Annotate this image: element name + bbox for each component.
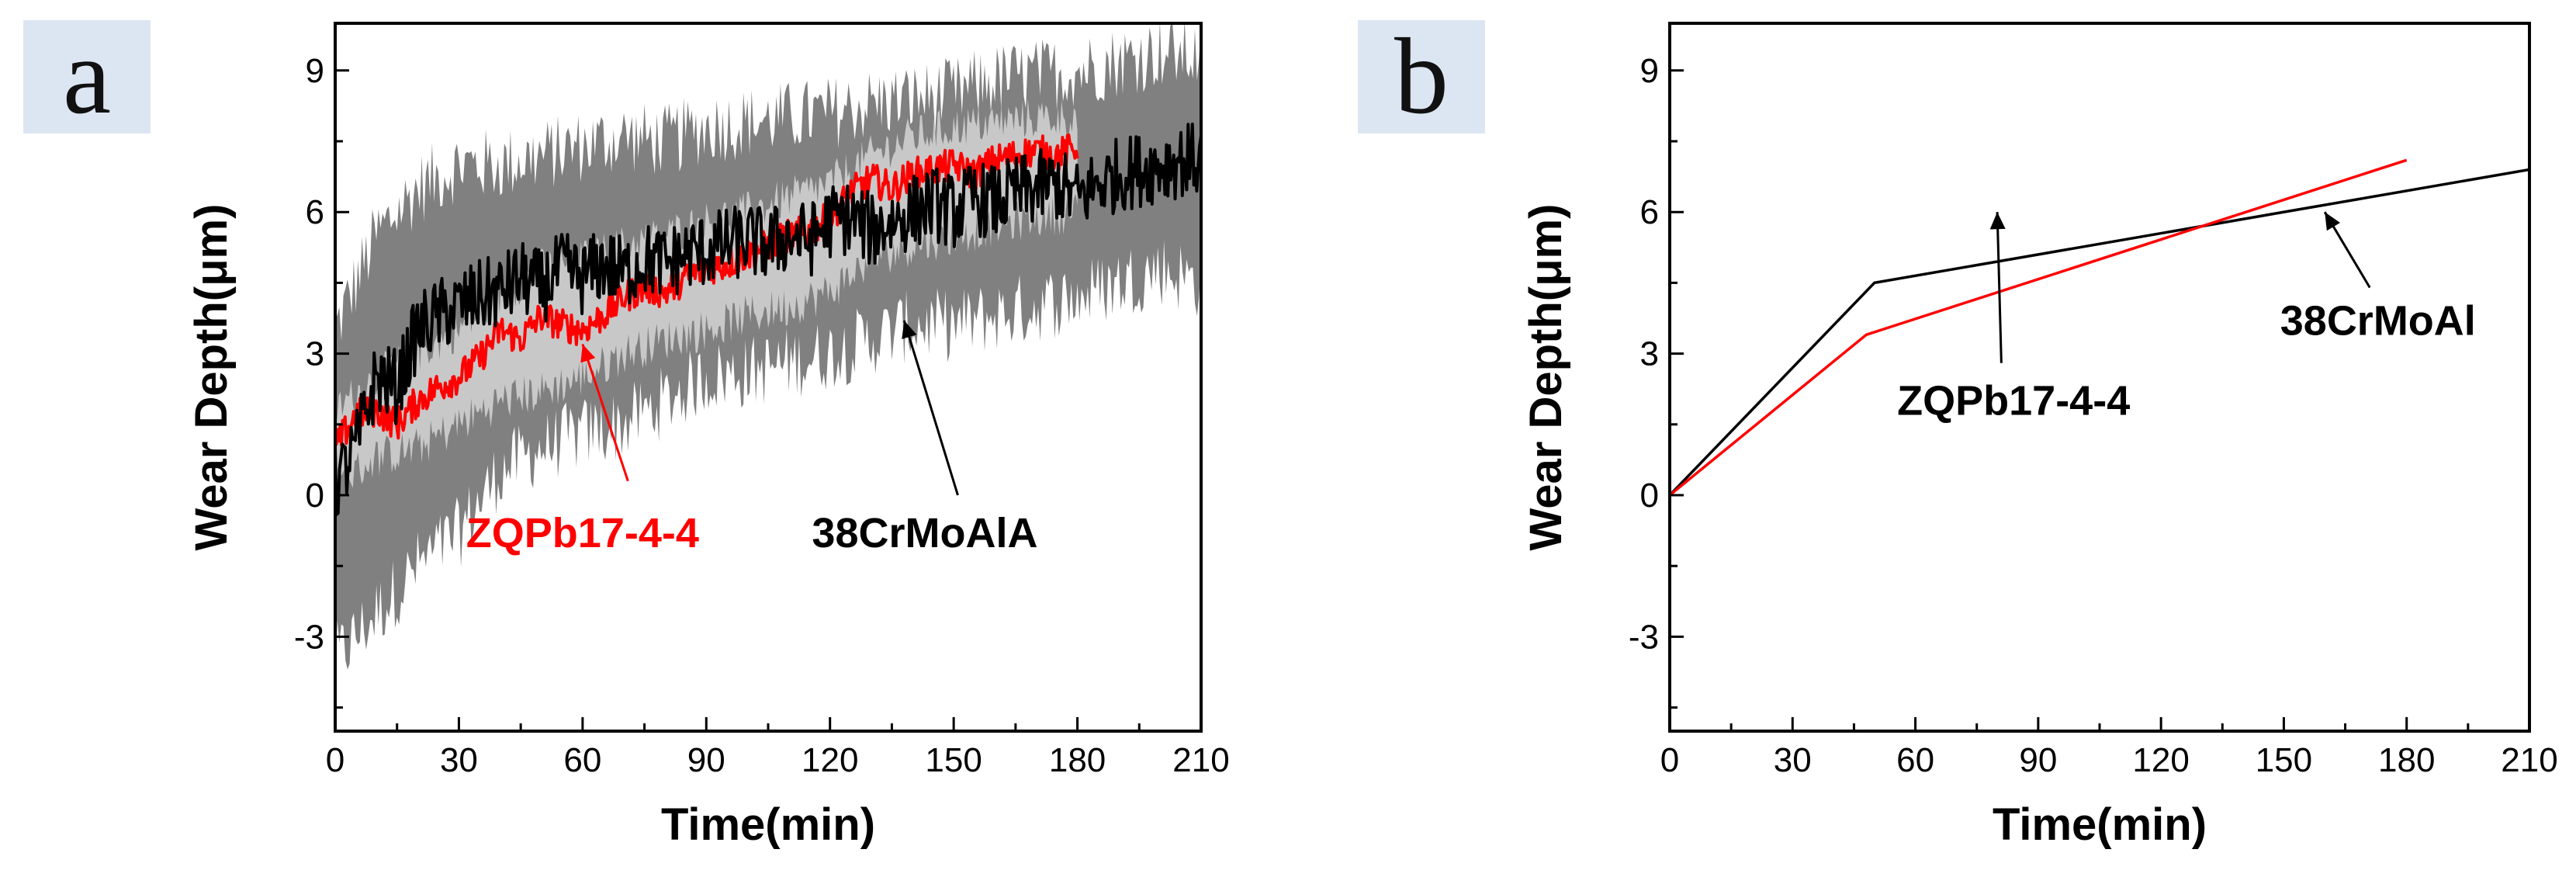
x-tick-label: 0 [326, 741, 345, 779]
series-line-zqpb17-4-4 [335, 133, 1079, 447]
series-line-zqpb17-4-4 [1670, 158, 2408, 497]
y-tick-label: 0 [1640, 477, 1659, 515]
panel-label-box-a [23, 20, 151, 133]
y-axis-title: Wear Depth(μm) [1521, 204, 1571, 551]
annotation-label: ZQPb17-4-4 [466, 510, 699, 556]
x-tick-label: 60 [1896, 741, 1934, 779]
annotation-arrowhead [902, 321, 917, 340]
x-tick-label: 0 [1660, 741, 1679, 779]
y-tick-label: 6 [1640, 193, 1659, 231]
x-tick-label: 30 [1774, 741, 1812, 779]
x-tick-label: 90 [2019, 741, 2057, 779]
annotation-arrow [902, 320, 959, 496]
y-tick-label: -3 [1629, 618, 1659, 656]
x-tick-label: 180 [1049, 741, 1106, 779]
y-axis-title: Wear Depth(μm) [186, 204, 237, 551]
annotation-label: 38CrMoAlA [812, 510, 1037, 556]
y-tick-label: 9 [306, 52, 324, 90]
x-tick-label: 210 [1172, 741, 1229, 779]
annotation-arrowhead [2325, 212, 2341, 231]
panel-a: a 0 30 60 90 120 150 180 210 -3 0 3 6 9 Time(min) Wear… [23, 16, 1230, 850]
panel-label-a: a [63, 16, 111, 137]
x-tick-label: 90 [687, 741, 725, 779]
x-axis-title: Time(min) [661, 799, 875, 850]
annotation-label: ZQPb17-4-4 [1897, 378, 2130, 425]
x-tick-label: 120 [2132, 741, 2189, 779]
panel-label-box-b [1358, 20, 1485, 133]
x-tick-label: 210 [2501, 741, 2557, 779]
x-tick-label: 180 [2378, 741, 2435, 779]
y-tick-label: 3 [306, 335, 324, 373]
x-tick-label: 120 [802, 741, 858, 779]
y-tick-label: -3 [294, 618, 324, 656]
y-tick-label: 3 [1640, 335, 1659, 373]
plot-area-b: 0 30 60 90 120 150 180 210 -3 0 3 6 9 Time(min) Wear D… [1521, 22, 2558, 850]
x-tick-label: 150 [2256, 741, 2312, 779]
annotation-arrow [1996, 212, 2003, 363]
y-tick-label: 6 [306, 193, 324, 231]
annotation-label: 38CrMoAl [2280, 297, 2476, 344]
x-tick-label: 30 [440, 741, 478, 779]
plot-area-a: 0 30 60 90 120 150 180 210 -3 0 3 6 9 Time(min) Wear D… [186, 22, 1230, 850]
series-line-38crmoal [1670, 168, 2529, 497]
x-axis-title: Time(min) [1993, 799, 2207, 850]
annotation-arrowhead [580, 344, 596, 363]
panel-b: b 0 30 60 90 120 150 180 210 -3 0 3 6 9 Time(min) Wear… [1358, 16, 2558, 850]
y-tick-label: 9 [1640, 52, 1659, 90]
panel-label-b: b [1394, 16, 1449, 137]
series-layer [335, 23, 1201, 675]
x-tick-label: 150 [925, 741, 982, 779]
annotation-arrow [581, 343, 629, 482]
annotation-arrowhead [1989, 212, 2006, 230]
x-tick-label: 60 [563, 741, 601, 779]
series-line-38crmoala [335, 123, 1201, 516]
y-tick-label: 0 [306, 477, 324, 515]
series-layer [1670, 158, 2529, 497]
